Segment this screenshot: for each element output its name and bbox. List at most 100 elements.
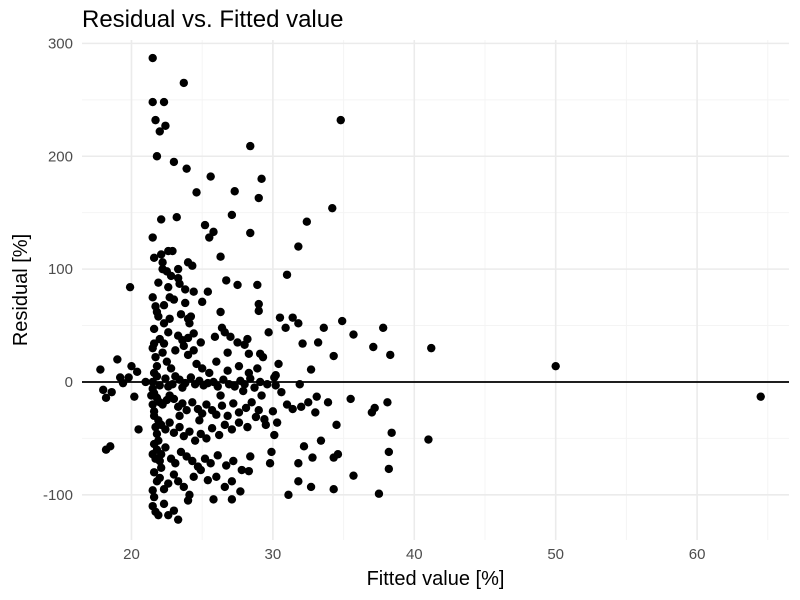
data-point	[179, 341, 189, 351]
data-point	[154, 278, 163, 287]
data-point	[151, 422, 160, 432]
data-point	[257, 174, 266, 184]
data-point	[171, 459, 180, 468]
data-point	[151, 352, 160, 362]
data-point	[282, 400, 292, 409]
data-point	[162, 357, 172, 366]
data-point	[166, 271, 176, 281]
data-point	[175, 422, 184, 432]
data-point	[152, 429, 162, 439]
data-point	[346, 394, 355, 404]
data-point	[244, 368, 254, 378]
data-point	[294, 242, 303, 251]
data-point	[182, 164, 191, 173]
data-point	[243, 422, 252, 432]
data-point	[756, 392, 765, 401]
data-point	[149, 407, 159, 416]
data-point	[349, 330, 358, 339]
data-point	[384, 447, 394, 457]
data-point	[207, 424, 217, 433]
data-point	[387, 428, 396, 437]
data-point	[183, 350, 193, 360]
data-point	[164, 282, 173, 292]
data-point	[155, 127, 164, 136]
data-point	[101, 393, 111, 402]
data-point	[169, 295, 179, 304]
data-point	[192, 188, 201, 197]
data-point	[181, 298, 190, 308]
data-point	[253, 364, 262, 373]
data-point	[272, 418, 282, 427]
data-point	[176, 310, 186, 319]
y-tick-label: -100	[43, 487, 73, 504]
data-point	[189, 472, 198, 481]
data-point	[173, 264, 183, 274]
data-point	[209, 495, 218, 504]
data-point	[195, 416, 204, 425]
data-point	[149, 339, 159, 348]
data-point	[288, 313, 297, 322]
data-point	[152, 307, 162, 317]
data-point	[378, 323, 388, 333]
data-point	[212, 410, 221, 419]
data-point	[220, 328, 230, 337]
data-point	[181, 285, 190, 294]
data-point	[226, 332, 235, 342]
data-point	[304, 398, 313, 407]
data-point	[311, 408, 320, 417]
data-point	[183, 333, 193, 343]
data-point	[275, 313, 285, 322]
data-point	[313, 338, 323, 347]
data-point	[148, 400, 157, 409]
data-point	[328, 203, 337, 213]
data-point	[148, 53, 157, 63]
data-point	[312, 392, 321, 401]
data-point	[113, 355, 122, 364]
data-point	[219, 375, 228, 384]
data-point	[189, 346, 198, 355]
data-point	[246, 452, 255, 461]
data-point	[148, 97, 157, 107]
data-point	[166, 364, 176, 373]
data-point	[230, 187, 239, 196]
data-point	[234, 418, 244, 427]
data-point	[165, 314, 174, 323]
data-point	[271, 371, 280, 380]
data-point	[210, 332, 220, 342]
data-point	[213, 382, 222, 391]
data-point	[196, 429, 205, 439]
data-point	[329, 351, 338, 361]
data-point	[237, 465, 246, 475]
y-tick-label: 100	[48, 261, 73, 278]
data-point	[186, 373, 196, 382]
data-point	[229, 399, 238, 408]
data-point	[306, 482, 316, 492]
data-point	[241, 403, 251, 413]
data-point	[151, 115, 160, 125]
data-point	[282, 270, 292, 279]
x-axis-title: Fitted value [%]	[367, 568, 505, 590]
data-point	[247, 398, 256, 407]
data-point	[130, 392, 139, 401]
data-point	[161, 374, 170, 383]
data-point	[149, 253, 159, 263]
data-point	[154, 436, 163, 445]
data-point	[214, 430, 224, 440]
data-point	[206, 459, 215, 468]
data-point	[132, 367, 142, 377]
data-point	[176, 447, 186, 457]
data-point	[183, 496, 193, 505]
data-point	[182, 406, 191, 415]
data-point	[551, 361, 560, 371]
data-point	[107, 387, 116, 397]
data-point	[159, 499, 169, 509]
chart-title: Residual vs. Fitted value	[82, 6, 344, 33]
data-point	[233, 280, 242, 290]
x-tick-label: 50	[547, 546, 564, 563]
data-point	[169, 428, 179, 437]
data-point	[284, 490, 293, 500]
data-point	[178, 399, 187, 408]
data-point	[246, 228, 255, 238]
data-point	[244, 466, 254, 476]
data-point	[374, 489, 384, 498]
